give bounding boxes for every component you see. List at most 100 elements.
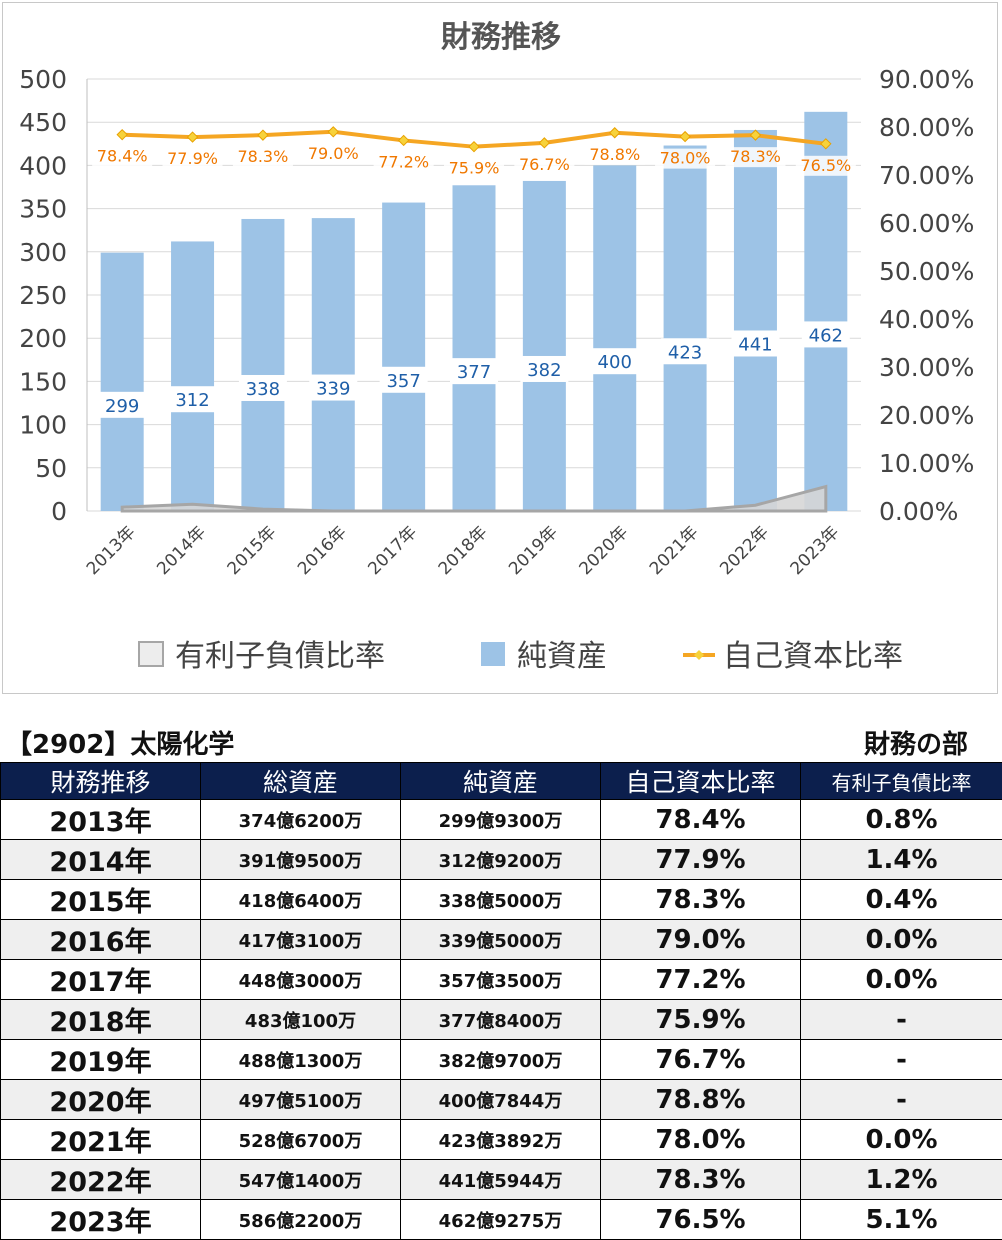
bar-net-assets (101, 253, 144, 511)
cell-net-assets: 377億8400万 (401, 1000, 601, 1040)
y-left-tick-label: 0 (51, 497, 67, 526)
cell-debt-ratio: - (801, 1080, 1002, 1120)
header-debt-ratio: 有利子負債比率 (801, 763, 1002, 800)
cell-total-assets: 547億1400万 (201, 1160, 401, 1200)
line-data-label: 78.8% (589, 145, 640, 164)
cell-equity-ratio: 78.4% (601, 800, 801, 840)
cell-debt-ratio: 0.0% (801, 960, 1002, 1000)
header-net-assets: 純資産 (401, 763, 601, 800)
cell-year: 2018年 (1, 1000, 201, 1040)
legend-label-equity-ratio: 自己資本比率 (723, 639, 903, 674)
cell-total-assets: 448億3000万 (201, 960, 401, 1000)
y-left-tick-label: 250 (19, 281, 67, 310)
cell-year: 2016年 (1, 920, 201, 960)
cell-year: 2014年 (1, 840, 201, 880)
line-data-label: 75.9% (449, 159, 500, 178)
x-tick-label: 2017年 (364, 522, 421, 579)
cell-equity-ratio: 78.3% (601, 880, 801, 920)
x-tick-label: 2014年 (153, 522, 210, 579)
bar-data-label: 299 (105, 396, 139, 417)
line-data-label: 79.0% (308, 144, 359, 163)
bar-data-label: 382 (527, 360, 561, 381)
y-right-tick-label: 80.00% (879, 113, 974, 142)
cell-year: 2013年 (1, 800, 201, 840)
bar-data-label: 377 (457, 362, 491, 383)
y-left-tick-label: 500 (19, 65, 67, 94)
cell-debt-ratio: - (801, 1040, 1002, 1080)
y-right-tick-label: 50.00% (879, 257, 974, 286)
line-data-label: 78.3% (237, 147, 288, 166)
bar-data-label: 338 (246, 379, 280, 400)
line-data-label: 78.4% (97, 147, 148, 166)
cell-total-assets: 497億5100万 (201, 1080, 401, 1120)
bar-net-assets (593, 165, 636, 511)
cell-equity-ratio: 76.5% (601, 1200, 801, 1240)
cell-equity-ratio: 77.2% (601, 960, 801, 1000)
cell-equity-ratio: 77.9% (601, 840, 801, 880)
bar-net-assets (523, 181, 566, 511)
cell-net-assets: 312億9200万 (401, 840, 601, 880)
line-marker (610, 128, 620, 138)
line-marker (539, 138, 549, 148)
cell-year: 2017年 (1, 960, 201, 1000)
cell-net-assets: 423億3892万 (401, 1120, 601, 1160)
cell-net-assets: 338億5000万 (401, 880, 601, 920)
cell-equity-ratio: 78.3% (601, 1160, 801, 1200)
line-marker (399, 135, 409, 145)
cell-year: 2022年 (1, 1160, 201, 1200)
x-tick-label: 2022年 (716, 522, 773, 579)
cell-debt-ratio: 0.8% (801, 800, 1002, 840)
x-tick-label: 2018年 (435, 522, 492, 579)
cell-net-assets: 299億9300万 (401, 800, 601, 840)
bar-net-assets (171, 241, 214, 511)
cell-debt-ratio: 0.0% (801, 920, 1002, 960)
cell-total-assets: 374億6200万 (201, 800, 401, 840)
cell-total-assets: 483億100万 (201, 1000, 401, 1040)
bar-net-assets (453, 185, 496, 511)
y-right-tick-label: 60.00% (879, 209, 974, 238)
cell-total-assets: 586億2200万 (201, 1200, 401, 1240)
cell-net-assets: 382億9700万 (401, 1040, 601, 1080)
y-left-tick-label: 300 (19, 238, 67, 267)
y-left-tick-label: 450 (19, 108, 67, 137)
cell-debt-ratio: 0.0% (801, 1120, 1002, 1160)
cell-equity-ratio: 76.7% (601, 1040, 801, 1080)
table-header-row: 財務推移 総資産 純資産 自己資本比率 有利子負債比率 (1, 763, 1002, 800)
header-equity-ratio: 自己資本比率 (601, 763, 801, 800)
bar-data-label: 441 (738, 334, 772, 355)
legend-swatch-debt-ratio (139, 642, 163, 666)
legend-label-debt-ratio: 有利子負債比率 (175, 639, 385, 674)
y-left-tick-label: 50 (35, 454, 67, 483)
legend-swatch-net-assets (481, 642, 505, 666)
line-marker (258, 130, 268, 140)
legend-marker-equity-ratio (694, 650, 704, 660)
line-data-label: 77.9% (167, 149, 218, 168)
cell-net-assets: 441億5944万 (401, 1160, 601, 1200)
y-left-tick-label: 150 (19, 367, 67, 396)
cell-debt-ratio: 5.1% (801, 1200, 1002, 1240)
x-tick-label: 2016年 (294, 522, 351, 579)
y-right-tick-label: 70.00% (879, 161, 974, 190)
header-year: 財務推移 (1, 763, 201, 800)
bar-data-label: 312 (175, 390, 209, 411)
cell-total-assets: 488億1300万 (201, 1040, 401, 1080)
line-marker (117, 130, 127, 140)
section-label: 財務の部 (864, 724, 968, 761)
line-marker (469, 142, 479, 152)
cell-net-assets: 462億9275万 (401, 1200, 601, 1240)
legend-label-net-assets: 純資産 (517, 639, 607, 674)
bar-data-label: 339 (316, 379, 350, 400)
header-total-assets: 総資産 (201, 763, 401, 800)
bar-net-assets (382, 203, 425, 511)
x-tick-label: 2021年 (646, 522, 703, 579)
cell-equity-ratio: 78.8% (601, 1080, 801, 1120)
bar-data-label: 423 (668, 342, 702, 363)
